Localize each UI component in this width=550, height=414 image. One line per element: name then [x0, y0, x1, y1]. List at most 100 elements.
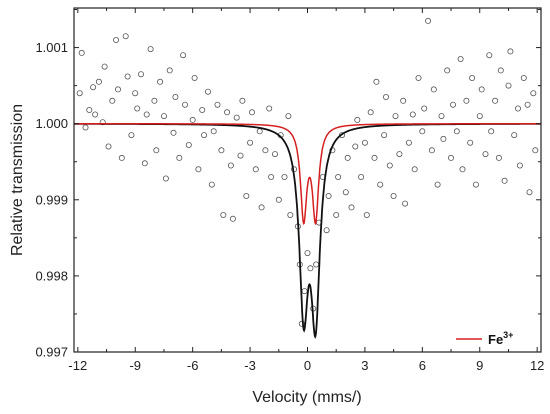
- data-point: [153, 147, 160, 154]
- data-point: [78, 49, 85, 56]
- data-point: [449, 101, 456, 108]
- data-point: [354, 116, 361, 123]
- axes: -12 -9 -6 -3 0 3 6 9 12 0.997 0.998 0.999 1.000 1.001: [35, 8, 544, 373]
- data-point: [457, 56, 464, 63]
- data-point: [478, 86, 485, 93]
- data-point: [307, 265, 314, 272]
- data-point: [476, 113, 483, 120]
- legend-fe3-text: Fe: [488, 332, 503, 347]
- data-point: [176, 154, 183, 161]
- data-point: [275, 196, 282, 203]
- legend: Fe3+: [456, 330, 513, 347]
- data-point: [204, 88, 211, 95]
- data-point: [405, 139, 412, 146]
- data-point: [271, 151, 278, 158]
- data-point: [95, 78, 102, 85]
- data-point: [367, 109, 374, 116]
- data-point: [252, 166, 259, 173]
- data-point: [90, 84, 97, 91]
- data-point: [495, 154, 502, 161]
- data-point: [134, 105, 141, 112]
- data-point: [428, 147, 435, 154]
- data-point: [82, 124, 89, 131]
- data-point: [224, 109, 231, 116]
- data-point: [208, 181, 215, 188]
- data-point: [172, 94, 179, 101]
- data-point: [220, 211, 227, 218]
- data-point: [400, 97, 407, 104]
- data-point: [361, 139, 368, 146]
- data-point: [191, 75, 198, 82]
- data-point: [227, 162, 234, 169]
- data-point: [181, 101, 188, 108]
- data-point: [122, 33, 129, 40]
- data-point: [132, 90, 139, 97]
- data-point: [486, 52, 493, 59]
- data-point: [86, 107, 93, 114]
- data-point: [344, 154, 351, 161]
- data-point: [325, 192, 332, 199]
- data-point: [532, 147, 539, 154]
- data-point: [516, 162, 523, 169]
- y-tick-label: 1.001: [35, 40, 68, 55]
- data-point: [425, 17, 432, 24]
- data-point: [151, 97, 158, 104]
- data-point: [285, 113, 292, 120]
- data-point: [358, 173, 365, 180]
- y-tick-label: 1.000: [35, 116, 68, 131]
- data-point: [371, 154, 378, 161]
- data-point: [115, 86, 122, 93]
- data-point: [237, 152, 244, 159]
- data-point: [210, 128, 217, 135]
- data-point: [342, 189, 349, 196]
- data-point: [524, 101, 531, 108]
- data-point: [447, 154, 454, 161]
- legend-fe3-superscript: 3+: [503, 330, 513, 340]
- data-point: [218, 147, 225, 154]
- data-point: [438, 113, 445, 120]
- data-point: [421, 105, 428, 112]
- data-point: [396, 151, 403, 158]
- y-tick-label: 0.999: [35, 192, 68, 207]
- data-point: [323, 227, 330, 234]
- data-point: [392, 113, 399, 120]
- data-point: [419, 128, 426, 135]
- data-point: [386, 162, 393, 169]
- data-point: [304, 250, 311, 257]
- data-point: [505, 82, 512, 89]
- data-point: [166, 67, 173, 74]
- data-point: [268, 173, 275, 180]
- x-tick-label: 12: [530, 358, 544, 373]
- data-point: [511, 132, 518, 139]
- data-point: [76, 90, 83, 97]
- data-point: [382, 94, 389, 101]
- data-point: [402, 200, 409, 207]
- data-point: [214, 101, 221, 108]
- data-point: [201, 132, 208, 139]
- data-point: [469, 75, 476, 82]
- data-point: [482, 151, 489, 158]
- x-tick-label: -6: [187, 358, 199, 373]
- y-axis-title: Relative transmission: [9, 104, 26, 256]
- data-point: [233, 114, 240, 121]
- x-axis-title: Velocity (mms/): [252, 389, 361, 406]
- data-point: [180, 52, 187, 59]
- data-point: [390, 192, 397, 199]
- data-point: [467, 139, 474, 146]
- data-point: [162, 175, 169, 182]
- data-point: [352, 143, 359, 150]
- y-tick-label: 0.998: [35, 268, 68, 283]
- data-point: [248, 109, 255, 116]
- data-point: [189, 116, 196, 123]
- data-point: [105, 143, 112, 150]
- data-point: [520, 75, 527, 82]
- data-point: [526, 189, 533, 196]
- data-point: [199, 107, 206, 114]
- data-point: [492, 97, 499, 104]
- data-point: [266, 105, 273, 112]
- data-point: [143, 111, 150, 118]
- data-point: [363, 211, 370, 218]
- data-point: [160, 113, 167, 120]
- data-point: [92, 111, 99, 118]
